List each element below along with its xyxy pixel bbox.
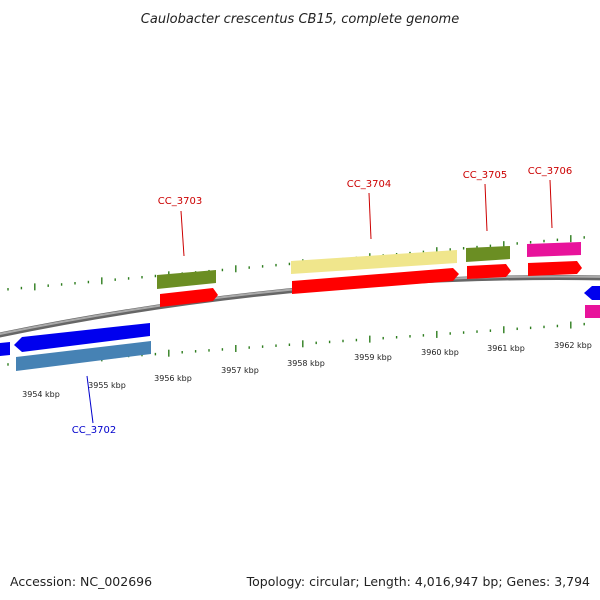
gene-label[interactable]: CC_3704 [347, 179, 391, 190]
genome-summary-text: Topology: circular; Length: 4,016,947 bp… [246, 574, 590, 589]
scale-label: 3959 kbp [354, 353, 392, 362]
cds-arrow[interactable] [0, 342, 10, 356]
label-leader-line [549, 179, 553, 229]
gene-bar-cc3703[interactable] [157, 270, 216, 289]
scale-labels: 3954 kbp 3955 kbp 3956 kbp 3957 kbp 3958 kbp… [22, 341, 592, 399]
scale-label: 3956 kbp [154, 374, 192, 383]
gene-labels: CC_3702 CC_3703 CC_3704 CC_3705 CC_3706 [72, 166, 572, 436]
scale-label: 3960 kbp [421, 348, 459, 357]
feature-tracks [0, 242, 600, 371]
scale-label: 3955 kbp [88, 381, 126, 390]
label-leader-line [484, 183, 488, 232]
scale-label: 3962 kbp [554, 341, 592, 350]
gene-bar-cc3705[interactable] [466, 246, 510, 262]
gene-bar-cc3702[interactable] [16, 341, 151, 371]
cds-arrow-cc3704[interactable] [292, 268, 459, 294]
label-leader-line [180, 210, 185, 257]
map-title: Caulobacter crescentus CB15, complete ge… [141, 12, 459, 27]
accession-text: Accession: NC_002696 [10, 574, 152, 589]
gene-bar-cc3706[interactable] [527, 242, 581, 257]
scale-label: 3957 kbp [221, 366, 259, 375]
cds-arrow[interactable] [584, 286, 600, 300]
cds-arrow-cc3705[interactable] [467, 264, 511, 279]
label-leader-line [86, 375, 94, 424]
cds-arrow-cc3702[interactable] [14, 323, 150, 352]
cds-arrow-cc3703[interactable] [160, 288, 218, 307]
scale-label: 3961 kbp [487, 344, 525, 353]
scale-label: 3954 kbp [22, 390, 60, 399]
scale-label: 3958 kbp [287, 359, 325, 368]
label-leader-line [368, 192, 372, 240]
gene-bar[interactable] [585, 305, 600, 318]
cds-arrow-cc3706[interactable] [528, 261, 582, 276]
gene-label[interactable]: CC_3705 [463, 170, 507, 181]
gene-bar-cc3704[interactable] [291, 250, 457, 274]
gene-label[interactable]: CC_3702 [72, 425, 116, 436]
gene-label[interactable]: CC_3706 [528, 166, 572, 177]
gene-label[interactable]: CC_3703 [158, 196, 202, 207]
